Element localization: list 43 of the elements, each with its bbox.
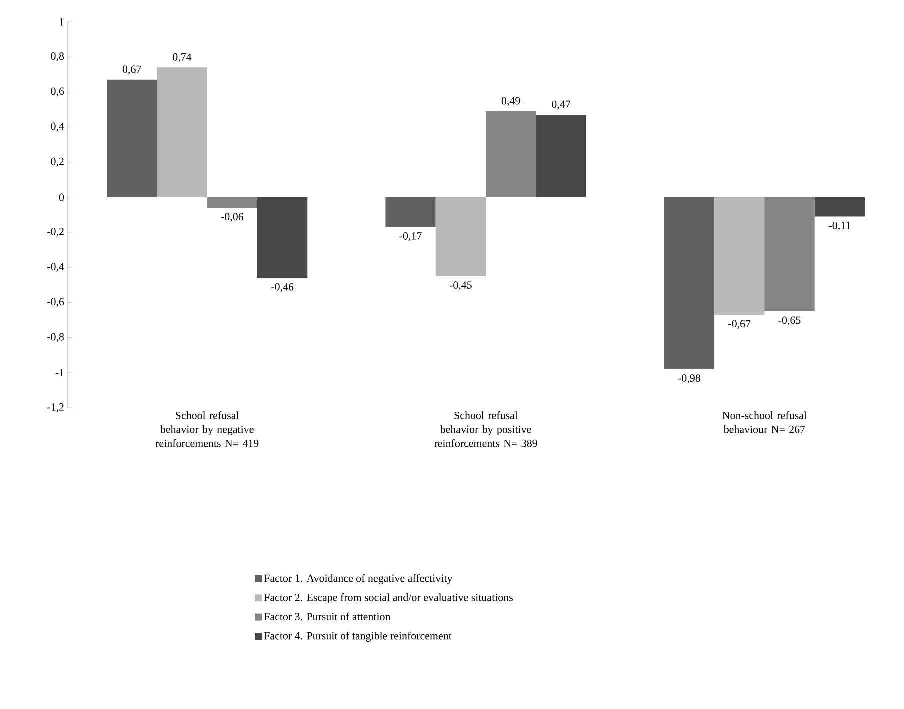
x-tick-label: School refusal behavior by positive reinforcements N= 389 <box>434 412 538 448</box>
data-label: -0,65 <box>778 316 801 326</box>
x-tick-label: Non-school refusal behaviour N= 267 <box>722 412 807 434</box>
data-label: -0,17 <box>400 232 422 242</box>
y-tick-label: -0,6 <box>48 298 64 308</box>
y-tick-label: 0,6 <box>51 88 64 97</box>
data-label: 0,67 <box>122 66 142 75</box>
bar <box>157 68 208 198</box>
data-label: -0,45 <box>450 282 472 291</box>
data-label: 0,74 <box>173 53 192 62</box>
data-label: 0,47 <box>552 100 571 110</box>
bar <box>764 197 815 312</box>
bar <box>486 111 536 198</box>
bar <box>536 114 586 198</box>
bar <box>814 197 865 217</box>
bar <box>386 197 436 228</box>
y-tick-label: 0,8 <box>51 52 64 62</box>
y-tick-label: -0,4 <box>48 263 64 272</box>
y-tick-label: -1 <box>56 369 64 377</box>
x-tick-label: School refusal behavior by negative reinforcements N= 419 <box>156 412 259 448</box>
y-tick-label: -0,2 <box>48 228 64 238</box>
data-label: -0,67 <box>728 320 751 330</box>
y-tick-label: 0,2 <box>51 158 64 167</box>
y-tick-label: -0,8 <box>48 333 64 342</box>
legend-label: Factor 2. Escape from social and/or evaluative situations <box>264 594 513 604</box>
bar <box>436 197 486 276</box>
data-label: -0,46 <box>272 283 294 292</box>
data-label: -0,06 <box>221 213 244 222</box>
bar <box>107 80 158 198</box>
bar <box>664 197 715 370</box>
legend-label: Factor 4. Pursuit of tangible reinforcement <box>264 632 452 642</box>
bar <box>714 197 765 316</box>
legend-label: Factor 1. Avoidance of negative affectivity <box>264 574 453 584</box>
data-label: -0,98 <box>678 374 700 384</box>
y-tick-label: 0 <box>59 194 64 202</box>
bar <box>257 197 308 278</box>
data-label: 0,49 <box>502 97 520 106</box>
legend-label: Factor 3. Pursuit of attention <box>264 612 391 621</box>
y-tick-label: 1 <box>60 18 64 26</box>
y-tick-label: 0,4 <box>51 122 64 132</box>
data-label: -0,11 <box>829 222 850 231</box>
bar <box>207 197 258 208</box>
y-tick-label: -1,2 <box>48 404 64 412</box>
